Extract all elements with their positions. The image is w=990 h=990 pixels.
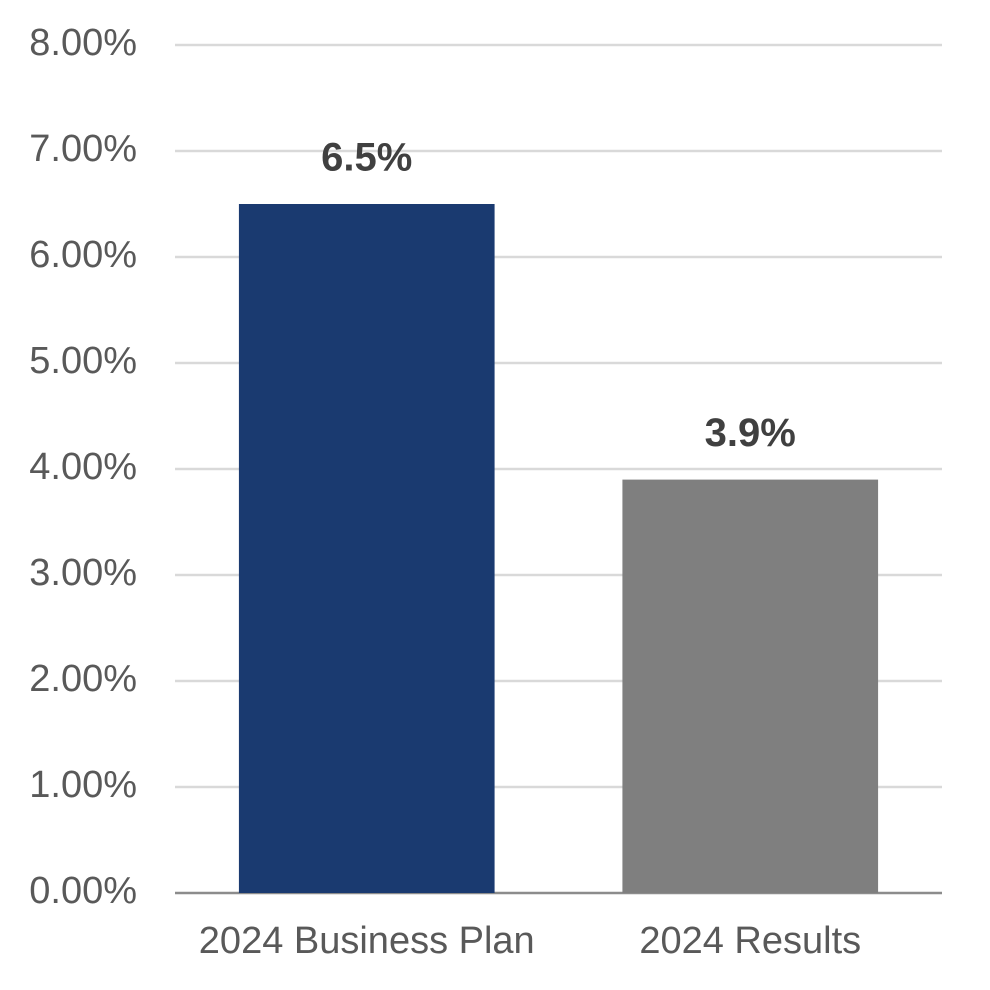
- y-tick-label: 2.00%: [29, 658, 137, 700]
- x-tick-label: 2024 Results: [639, 920, 861, 962]
- y-tick-label: 0.00%: [29, 870, 137, 912]
- value-label: 6.5%: [321, 136, 412, 180]
- bar: [622, 479, 879, 893]
- y-tick-label: 1.00%: [29, 764, 137, 806]
- x-tick-label: 2024 Business Plan: [199, 920, 535, 962]
- y-tick-label: 3.00%: [29, 552, 137, 594]
- y-tick-label: 4.00%: [29, 446, 137, 488]
- y-tick-label: 5.00%: [29, 340, 137, 382]
- value-label: 3.9%: [705, 411, 796, 455]
- bar: [238, 204, 495, 893]
- y-tick-label: 8.00%: [29, 22, 137, 64]
- y-tick-label: 6.00%: [29, 234, 137, 276]
- y-tick-label: 7.00%: [29, 128, 137, 170]
